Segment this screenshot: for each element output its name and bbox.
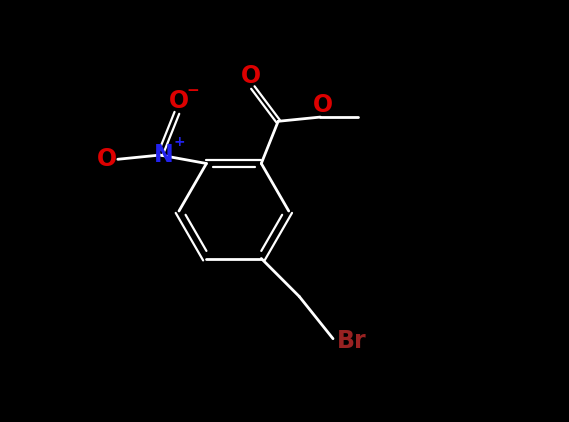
Text: O: O <box>97 147 117 171</box>
Text: +: + <box>173 135 185 149</box>
Text: O: O <box>241 64 261 88</box>
Text: −: − <box>187 84 199 98</box>
Text: O: O <box>169 89 189 114</box>
Text: O: O <box>312 93 332 117</box>
Text: Br: Br <box>337 329 367 353</box>
Text: N: N <box>154 143 174 167</box>
